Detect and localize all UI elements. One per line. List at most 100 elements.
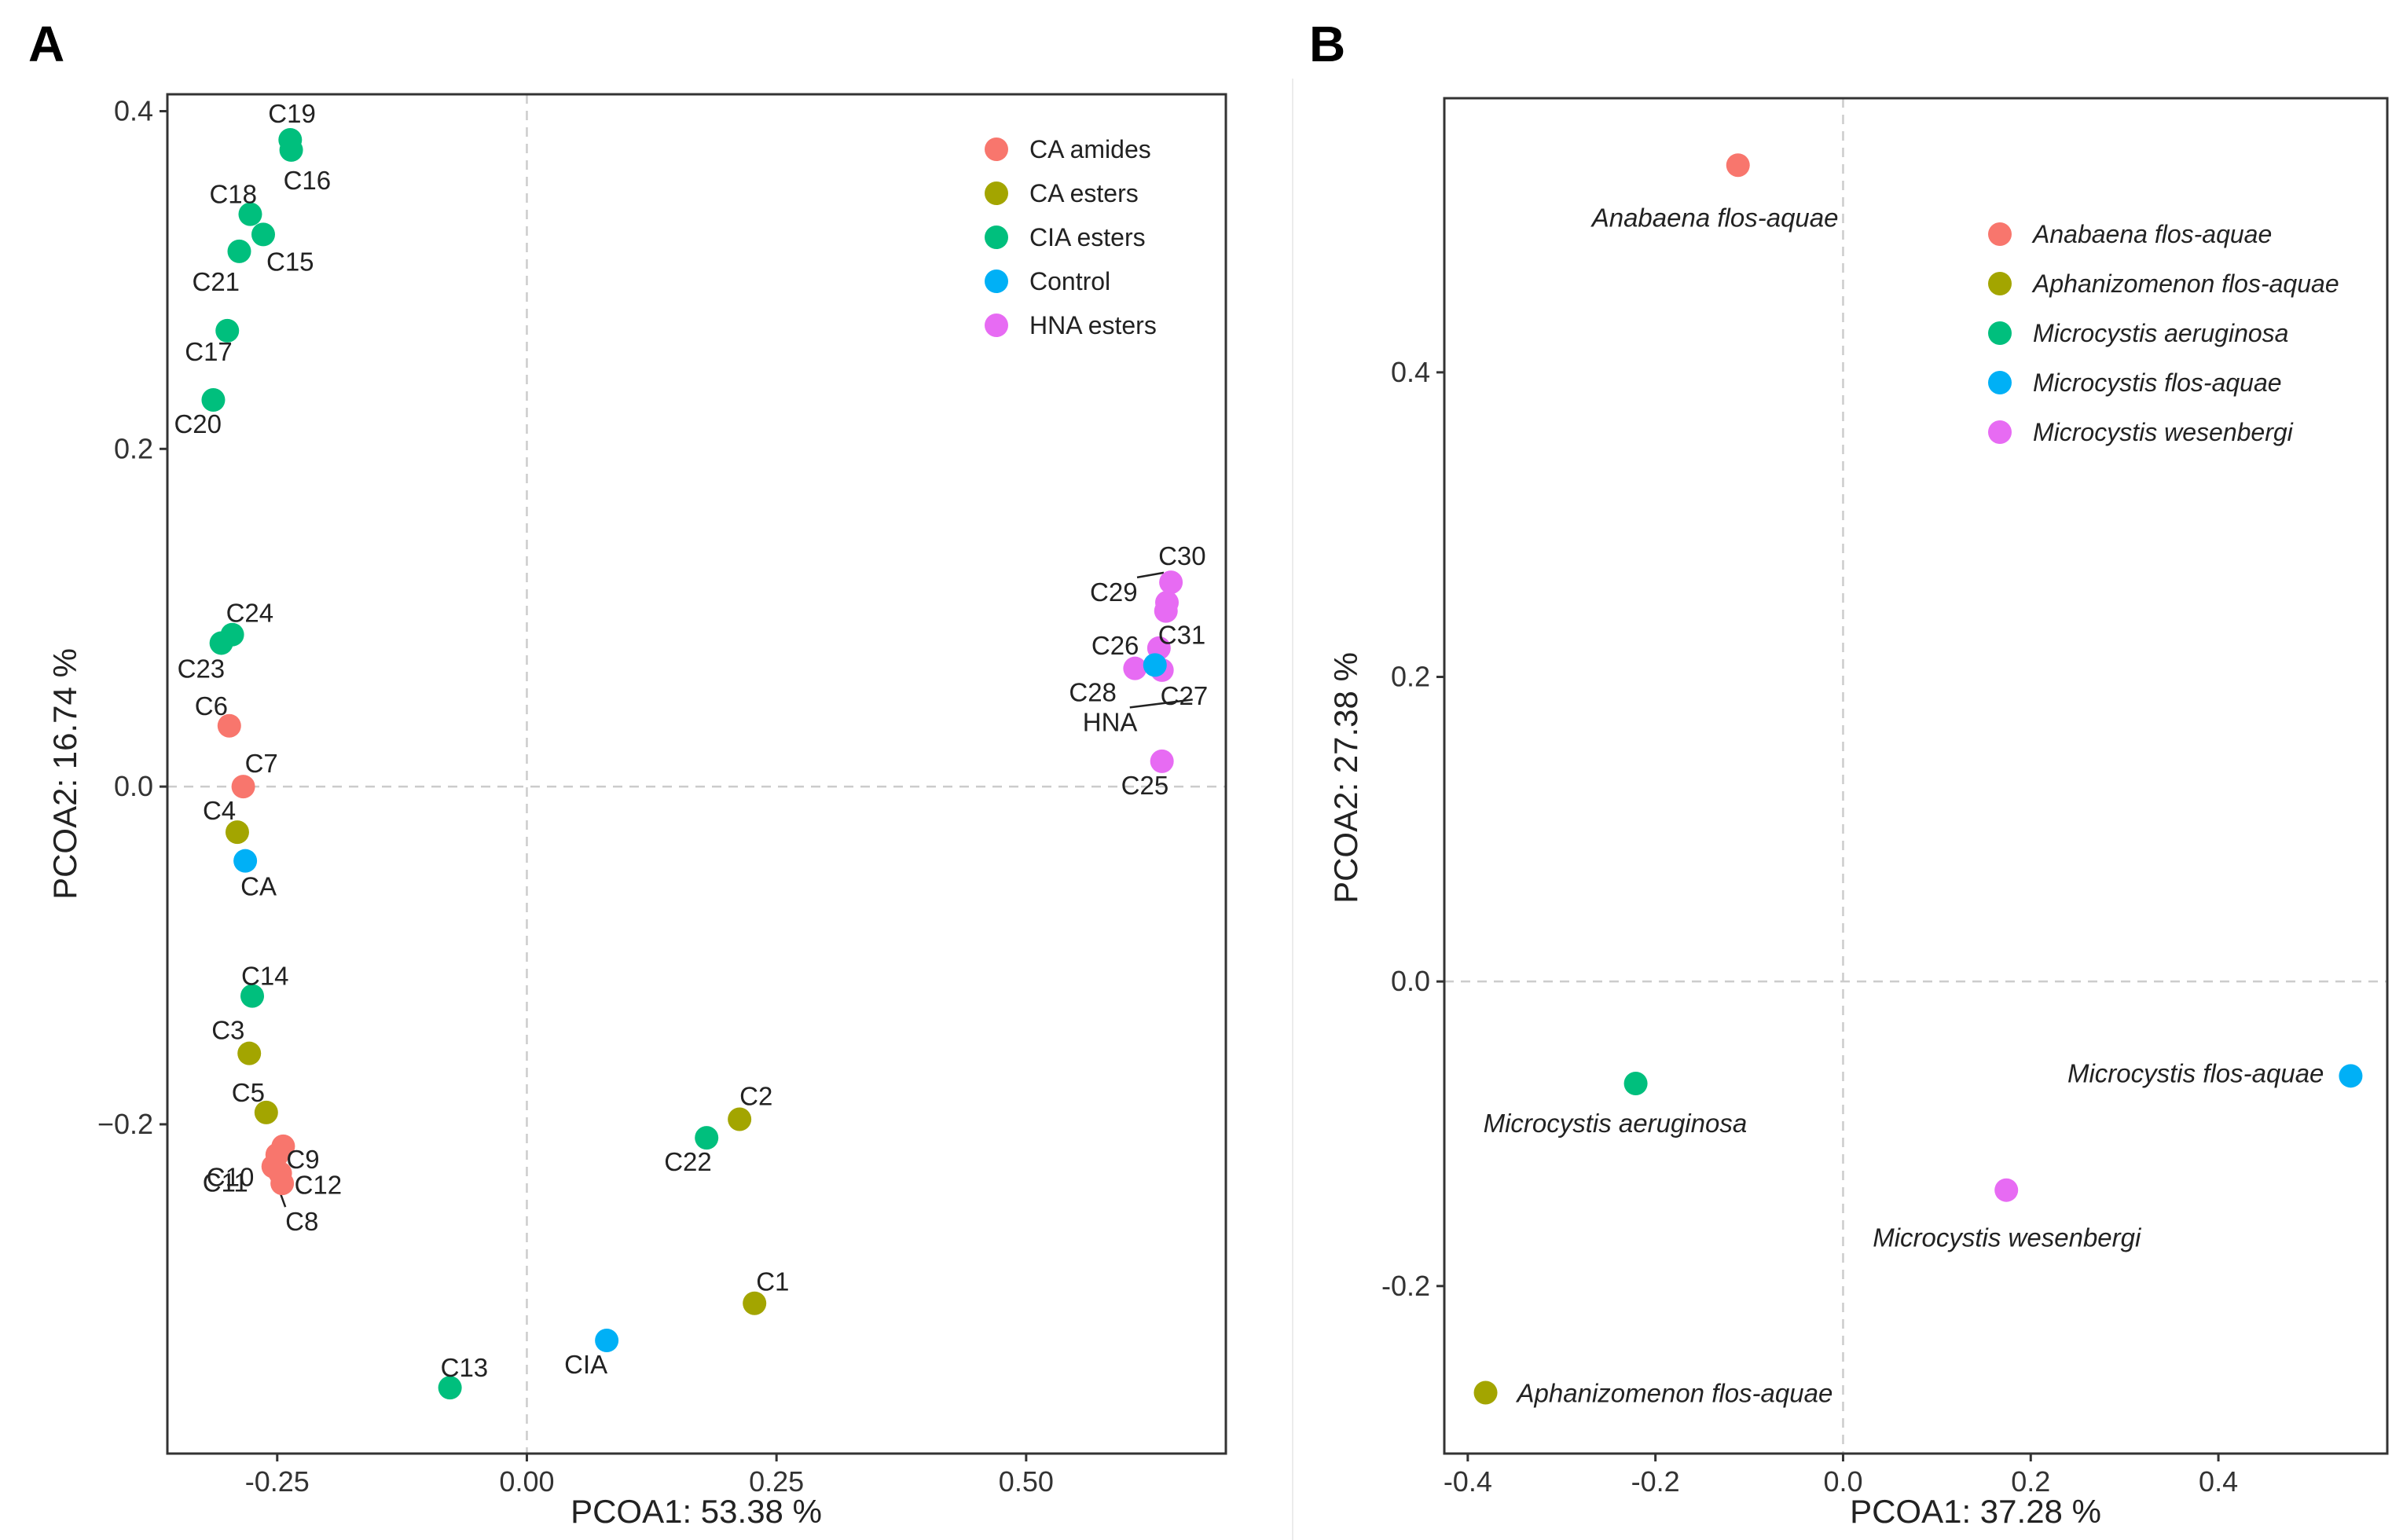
panel-a-point-c21 xyxy=(227,239,251,263)
panel-a-point-label-c8: C8 xyxy=(285,1207,318,1236)
panel-a-point-label-c24: C24 xyxy=(226,599,274,628)
panel-a-point-c17 xyxy=(215,318,240,343)
panel-a-point-ca xyxy=(233,849,258,873)
panel-b-y-tick-label: 0.0 xyxy=(1391,965,1430,997)
panel-a-point-label-hna: HNA xyxy=(1083,707,1138,736)
panel-a-point-label-ca: CA xyxy=(240,872,277,901)
panel-a-point-label-c1: C1 xyxy=(756,1267,789,1296)
panel-a-leader-line xyxy=(1129,698,1193,709)
panel-a-legend-swatch-ca-amides xyxy=(985,138,1008,161)
panel-a-legend-swatch-ca-esters xyxy=(985,182,1008,205)
panel-a-point-label-c5: C5 xyxy=(232,1078,265,1107)
panel-letter-b: B xyxy=(1309,16,1345,72)
panel-b-point-microcystis-aeruginosa xyxy=(1623,1072,1648,1096)
panel-b-x-axis-title: PCOA1: 37.28 % xyxy=(1850,1493,2101,1530)
panel-a-y-tick-label: 0.2 xyxy=(114,432,153,464)
panel-a-point-label-cia: CIA xyxy=(564,1350,607,1379)
panel-b-x-tick-label: 0.0 xyxy=(1823,1465,1862,1498)
panel-a-x-tick-label: 0.50 xyxy=(999,1465,1054,1498)
panel-b-point-label-microcystis-flos-aquae: Microcystis flos-aquae xyxy=(2067,1058,2324,1087)
panel-a-x-axis-title: PCOA1: 53.38 % xyxy=(570,1493,822,1530)
panel-a-point-hna xyxy=(1143,653,1167,677)
panel-a-point-label-c14: C14 xyxy=(241,962,289,991)
panel-a-point-label-c23: C23 xyxy=(178,654,226,683)
panel-a-point-c31 xyxy=(1154,599,1178,623)
panel-a-y-tick-label: 0.0 xyxy=(114,770,153,802)
panel-b-x-tick-label: 0.4 xyxy=(2199,1465,2238,1498)
panel-a-point-label-c19: C19 xyxy=(268,99,316,128)
panel-a-point-c13 xyxy=(438,1376,462,1400)
panel-a-point-label-c9: C9 xyxy=(286,1145,319,1174)
panel-a-point-label-c4: C4 xyxy=(203,796,236,825)
panel-a-point-label-c18: C18 xyxy=(209,180,257,209)
panel-a-point-label-c25: C25 xyxy=(1121,771,1169,800)
panel-b-point-label-microcystis-wesenbergi: Microcystis wesenbergi xyxy=(1873,1223,2142,1252)
panel-a-x-tick-label: -0.25 xyxy=(245,1465,310,1498)
panel-a-point-label-c20: C20 xyxy=(174,409,222,438)
panel-letter-a: A xyxy=(28,16,64,72)
panel-a-point-c2 xyxy=(728,1107,752,1131)
panel-a-point-c14 xyxy=(240,984,265,1008)
panel-b-point-anabaena-flos-aquae xyxy=(1726,153,1750,178)
panel-a-point-label-c6: C6 xyxy=(195,691,228,720)
panel-a-x-tick-label: 0.25 xyxy=(749,1465,804,1498)
panel-a-point-label-c28: C28 xyxy=(1069,678,1117,707)
panel-a-point-c18 xyxy=(238,202,262,226)
panel-a-point-c8 xyxy=(270,1172,295,1196)
panel-b-point-microcystis-flos-aquae xyxy=(2339,1064,2363,1088)
panel-a-legend-label-ca-amides: CA amides xyxy=(1029,135,1151,163)
panel-a-point-label-c17: C17 xyxy=(185,337,233,366)
panel-a-point-c7 xyxy=(231,775,255,799)
panel-a-point-label-c27: C27 xyxy=(1161,681,1209,710)
panel-a-point-label-c30: C30 xyxy=(1158,541,1206,570)
panel-b-y-tick-label: 0.2 xyxy=(1391,661,1430,693)
panel-a-point-label-c13: C13 xyxy=(441,1353,489,1382)
panel-b-legend-label-microcystis-flos-aquae: Microcystis flos-aquae xyxy=(2033,368,2282,397)
panel-a-point-label-c2: C2 xyxy=(739,1081,772,1110)
panel-b-x-tick-label: -0.2 xyxy=(1631,1465,1680,1498)
panel-a-point-c28 xyxy=(1123,656,1147,680)
panel-a-scatter-plot: -0.25 0.00 0.25 0.50 −0.2 0.0 0.2 0.4 PCOA1: 53.… xyxy=(46,93,1227,1530)
panel-b-y-axis-title: PCOA2: 27.38 % xyxy=(1327,652,1364,904)
panel-a-plot-frame xyxy=(166,93,1227,1455)
panel-b-legend-label-microcystis-aeruginosa: Microcystis aeruginosa xyxy=(2033,319,2288,347)
panel-a-point-label-c15: C15 xyxy=(266,247,314,276)
panel-b-point-aphanizomenon-flos-aquae xyxy=(1473,1380,1498,1405)
panel-a-point-label-c26: C26 xyxy=(1091,631,1139,660)
panel-a-point-c5 xyxy=(254,1100,278,1124)
panel-a-point-label-c10: C10 xyxy=(207,1163,255,1192)
panel-a-point-label-c22: C22 xyxy=(664,1147,712,1176)
panel-a-legend-label-hna-esters: HNA esters xyxy=(1029,311,1157,339)
panel-a-point-label-c21: C21 xyxy=(192,267,240,296)
panel-a-point-label-c11: C11 xyxy=(203,1168,248,1197)
panel-a-leader-line xyxy=(1136,571,1165,579)
panel-b-legend-swatch-anabaena-flos-aquae xyxy=(1988,222,2012,246)
panel-a-point-c20 xyxy=(201,387,226,412)
panel-a-legend-swatch-control xyxy=(985,270,1008,293)
panel-a-point-label-c7: C7 xyxy=(245,749,278,778)
panel-b-legend-label-microcystis-wesenbergi: Microcystis wesenbergi xyxy=(2033,418,2294,446)
panel-b-legend-label-anabaena-flos-aquae: Anabaena flos-aquae xyxy=(2031,220,2272,248)
panel-a-legend-label-cia-esters: CIA esters xyxy=(1029,223,1146,251)
panel-b-y-tick-label: -0.2 xyxy=(1381,1270,1430,1302)
panel-a-point-label-c12: C12 xyxy=(295,1170,343,1199)
panel-b-x-tick-label: -0.4 xyxy=(1444,1465,1492,1498)
panel-b-x-tick-label: 0.2 xyxy=(2011,1465,2050,1498)
panel-a-point-c1 xyxy=(743,1291,767,1315)
panel-a-point-c23 xyxy=(209,631,233,655)
panel-b-scatter-plot: -0.4 -0.2 0.0 0.2 0.4 -0.2 0.0 0.2 0.4 PCOA1: 37.… xyxy=(1327,97,2389,1530)
panel-b-y-tick-label: 0.4 xyxy=(1391,356,1430,388)
panel-b-point-label-microcystis-aeruginosa: Microcystis aeruginosa xyxy=(1484,1109,1748,1138)
panel-b-point-label-aphanizomenon-flos-aquae: Aphanizomenon flos-aquae xyxy=(1516,1378,1833,1407)
panel-a-point-c16 xyxy=(279,138,303,162)
panel-a-point-label-c31: C31 xyxy=(1158,621,1206,650)
panel-b-legend-label-aphanizomenon-flos-aquae: Aphanizomenon flos-aquae xyxy=(2031,270,2339,298)
panel-a-point-c30 xyxy=(1159,570,1183,595)
panel-a-legend-swatch-cia-esters xyxy=(985,226,1008,249)
panel-b-legend-swatch-microcystis-wesenbergi xyxy=(1988,420,2012,444)
panel-a-y-tick-label: 0.4 xyxy=(114,94,153,126)
panel-a-point-c3 xyxy=(237,1041,262,1065)
panel-a-y-axis-title: PCOA2: 16.74 % xyxy=(46,648,83,900)
